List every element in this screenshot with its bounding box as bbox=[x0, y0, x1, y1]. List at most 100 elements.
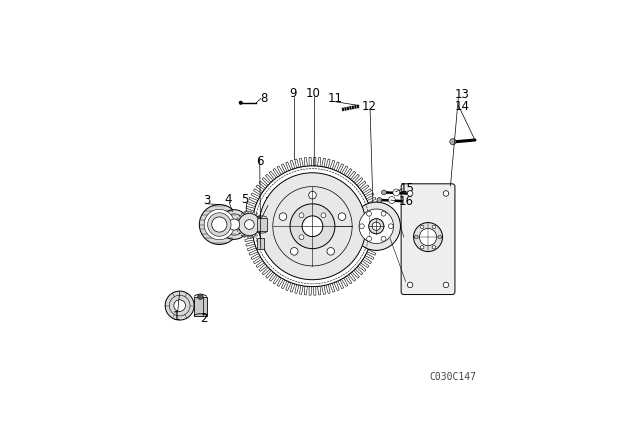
Polygon shape bbox=[273, 276, 280, 284]
Circle shape bbox=[432, 225, 436, 228]
Polygon shape bbox=[363, 257, 371, 264]
Polygon shape bbox=[257, 231, 260, 234]
Polygon shape bbox=[244, 237, 253, 241]
Circle shape bbox=[444, 282, 449, 288]
Polygon shape bbox=[367, 250, 376, 255]
Circle shape bbox=[252, 166, 373, 287]
Circle shape bbox=[407, 191, 413, 196]
Circle shape bbox=[367, 237, 371, 241]
Text: 15: 15 bbox=[399, 182, 414, 195]
Circle shape bbox=[220, 210, 249, 239]
Polygon shape bbox=[259, 218, 262, 220]
Circle shape bbox=[360, 224, 364, 228]
Polygon shape bbox=[365, 254, 374, 259]
Polygon shape bbox=[360, 185, 369, 192]
Polygon shape bbox=[300, 158, 303, 167]
Polygon shape bbox=[300, 285, 303, 294]
Polygon shape bbox=[370, 241, 379, 246]
Polygon shape bbox=[244, 211, 253, 215]
Circle shape bbox=[450, 138, 456, 145]
Circle shape bbox=[388, 224, 393, 228]
Polygon shape bbox=[241, 233, 244, 236]
Polygon shape bbox=[269, 273, 276, 281]
Polygon shape bbox=[295, 284, 299, 293]
Polygon shape bbox=[244, 235, 246, 237]
Text: 14: 14 bbox=[454, 100, 469, 113]
Polygon shape bbox=[314, 287, 316, 295]
Text: 3: 3 bbox=[203, 194, 211, 207]
Polygon shape bbox=[314, 157, 316, 166]
Polygon shape bbox=[250, 235, 252, 238]
Polygon shape bbox=[259, 229, 262, 231]
Polygon shape bbox=[365, 193, 374, 199]
Polygon shape bbox=[334, 162, 339, 171]
Circle shape bbox=[228, 219, 240, 230]
Circle shape bbox=[413, 223, 442, 252]
Text: 11: 11 bbox=[328, 92, 342, 105]
Polygon shape bbox=[370, 206, 379, 211]
Polygon shape bbox=[236, 224, 238, 225]
Polygon shape bbox=[358, 264, 366, 271]
Polygon shape bbox=[253, 211, 255, 215]
Polygon shape bbox=[257, 238, 264, 249]
Text: 2: 2 bbox=[200, 312, 207, 325]
Text: 4: 4 bbox=[224, 193, 232, 206]
Polygon shape bbox=[241, 213, 244, 216]
Polygon shape bbox=[326, 284, 330, 293]
Polygon shape bbox=[236, 226, 239, 228]
Polygon shape bbox=[237, 229, 240, 231]
Polygon shape bbox=[237, 218, 240, 220]
Text: 6: 6 bbox=[256, 155, 264, 168]
Circle shape bbox=[279, 213, 287, 220]
Polygon shape bbox=[373, 225, 381, 228]
Text: C030C147: C030C147 bbox=[429, 372, 476, 382]
Circle shape bbox=[204, 209, 234, 240]
Circle shape bbox=[327, 248, 335, 255]
Polygon shape bbox=[309, 157, 312, 166]
Polygon shape bbox=[349, 273, 356, 281]
Circle shape bbox=[367, 211, 371, 216]
Polygon shape bbox=[253, 235, 255, 237]
Circle shape bbox=[259, 173, 366, 280]
Text: 9: 9 bbox=[289, 87, 296, 100]
Circle shape bbox=[393, 189, 400, 196]
Circle shape bbox=[244, 220, 254, 229]
Polygon shape bbox=[304, 286, 307, 295]
Polygon shape bbox=[243, 225, 252, 228]
Polygon shape bbox=[295, 159, 299, 168]
Polygon shape bbox=[355, 267, 363, 275]
Circle shape bbox=[438, 235, 442, 239]
Polygon shape bbox=[259, 264, 267, 271]
Circle shape bbox=[239, 101, 243, 104]
Polygon shape bbox=[247, 235, 249, 238]
Polygon shape bbox=[360, 261, 369, 267]
Polygon shape bbox=[253, 257, 262, 264]
Polygon shape bbox=[355, 177, 363, 185]
Text: 5: 5 bbox=[241, 193, 248, 206]
Circle shape bbox=[165, 291, 194, 320]
Polygon shape bbox=[262, 267, 270, 275]
Circle shape bbox=[338, 213, 346, 220]
Circle shape bbox=[299, 213, 304, 218]
Text: 12: 12 bbox=[361, 100, 376, 113]
Circle shape bbox=[199, 204, 239, 245]
Circle shape bbox=[381, 190, 387, 195]
Polygon shape bbox=[358, 181, 366, 189]
Polygon shape bbox=[317, 158, 321, 166]
Circle shape bbox=[369, 219, 384, 234]
Polygon shape bbox=[256, 261, 264, 267]
Circle shape bbox=[291, 248, 298, 255]
Circle shape bbox=[381, 237, 386, 241]
Circle shape bbox=[415, 235, 418, 239]
Polygon shape bbox=[273, 168, 280, 177]
Polygon shape bbox=[247, 211, 249, 214]
Polygon shape bbox=[352, 270, 360, 278]
Polygon shape bbox=[363, 189, 371, 195]
Polygon shape bbox=[322, 158, 326, 167]
Polygon shape bbox=[269, 171, 276, 180]
Circle shape bbox=[372, 222, 380, 230]
Circle shape bbox=[308, 191, 316, 199]
Polygon shape bbox=[338, 280, 344, 289]
Text: 10: 10 bbox=[306, 87, 321, 100]
Polygon shape bbox=[266, 270, 273, 278]
